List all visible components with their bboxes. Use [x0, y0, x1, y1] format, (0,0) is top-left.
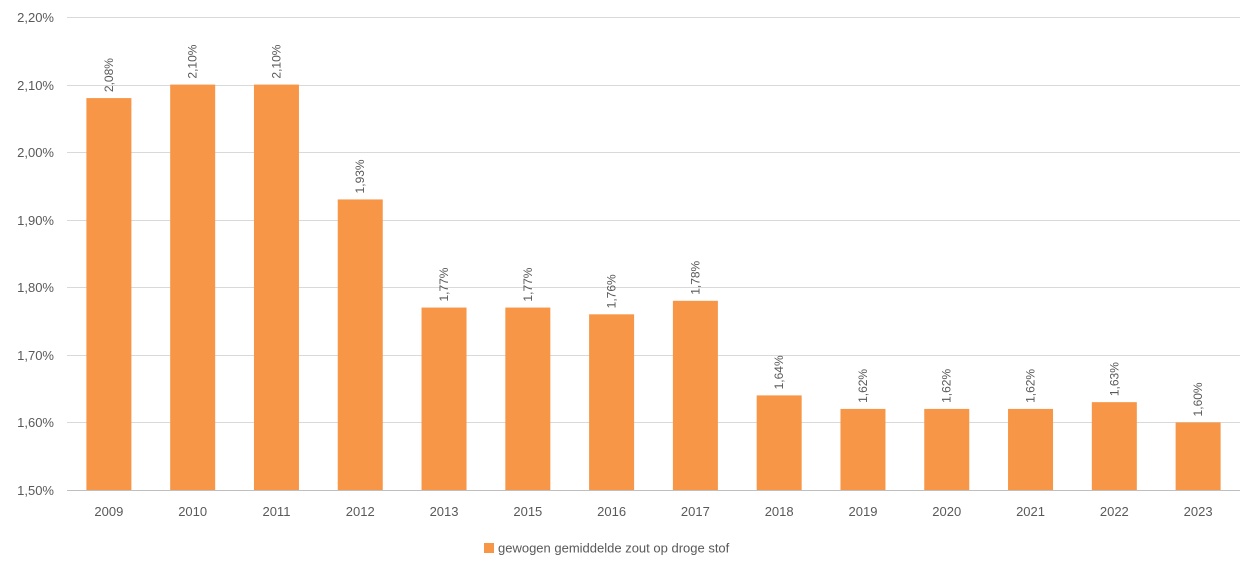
- data-label: 1,78%: [688, 260, 702, 294]
- data-label: 1,60%: [1191, 382, 1205, 416]
- x-tick-label: 2013: [430, 504, 459, 519]
- x-tick-label: 2011: [262, 504, 290, 519]
- data-label: 1,63%: [1107, 362, 1121, 396]
- bar: [1091, 402, 1137, 490]
- bars: [86, 84, 1221, 491]
- y-tick-label: 2,10%: [17, 78, 54, 93]
- legend-swatch: [484, 543, 494, 553]
- bar: [86, 98, 132, 490]
- y-axis-tick-labels: 1,50% 1,60% 1,70% 1,80% 1,90% 2,00% 2,10% 2,20%: [17, 10, 54, 498]
- legend: gewogen gemiddelde zout op droge stof: [484, 541, 730, 556]
- y-tick-label: 1,80%: [17, 280, 54, 295]
- x-tick-label: 2019: [849, 504, 878, 519]
- x-tick-label: 2018: [765, 504, 794, 519]
- data-label: 1,62%: [856, 369, 870, 403]
- y-tick-label: 1,70%: [17, 348, 54, 363]
- y-tick-label: 2,20%: [17, 10, 54, 25]
- x-tick-label: 2022: [1100, 504, 1129, 519]
- legend-label: gewogen gemiddelde zout op droge stof: [498, 541, 730, 556]
- bar: [337, 199, 383, 490]
- bar: [253, 84, 299, 491]
- y-tick-label: 1,90%: [17, 213, 54, 228]
- x-tick-label: 2009: [94, 504, 123, 519]
- x-tick-label: 2023: [1184, 504, 1213, 519]
- data-labels: 2,08% 2,10% 2,10% 1,93% 1,77% 1,77% 1,76% 1,78%…: [102, 44, 1205, 416]
- x-tick-label: 2016: [597, 504, 626, 519]
- bar: [840, 408, 886, 490]
- data-label: 2,10%: [269, 44, 283, 78]
- y-tick-label: 2,00%: [17, 145, 54, 160]
- bar: [1008, 408, 1054, 490]
- data-label: 1,77%: [521, 267, 535, 301]
- x-axis-tick-labels: 2009 2010 2011 2012 2013 2015 2016 2017 2018 2019…: [94, 504, 1212, 519]
- y-tick-label: 1,60%: [17, 415, 54, 430]
- data-label: 1,93%: [353, 159, 367, 193]
- x-tick-label: 2020: [932, 504, 961, 519]
- bar: [1175, 422, 1221, 490]
- x-tick-label: 2012: [346, 504, 375, 519]
- gridlines: [67, 17, 1240, 491]
- bar: [170, 84, 216, 491]
- bar: [924, 408, 970, 490]
- data-label: 2,10%: [186, 44, 200, 78]
- bar: [505, 307, 551, 490]
- bar: [589, 314, 635, 490]
- data-label: 1,76%: [605, 274, 619, 308]
- x-tick-label: 2015: [513, 504, 542, 519]
- data-label: 1,62%: [940, 369, 954, 403]
- bar: [421, 307, 467, 490]
- data-label: 1,64%: [772, 355, 786, 389]
- x-tick-label: 2010: [178, 504, 207, 519]
- bar: [756, 395, 802, 490]
- y-tick-label: 1,50%: [17, 483, 54, 498]
- data-label: 2,08%: [102, 58, 116, 92]
- data-label: 1,62%: [1024, 369, 1038, 403]
- data-label: 1,77%: [437, 267, 451, 301]
- x-tick-label: 2021: [1016, 504, 1045, 519]
- bar: [672, 300, 718, 490]
- x-tick-label: 2017: [681, 504, 710, 519]
